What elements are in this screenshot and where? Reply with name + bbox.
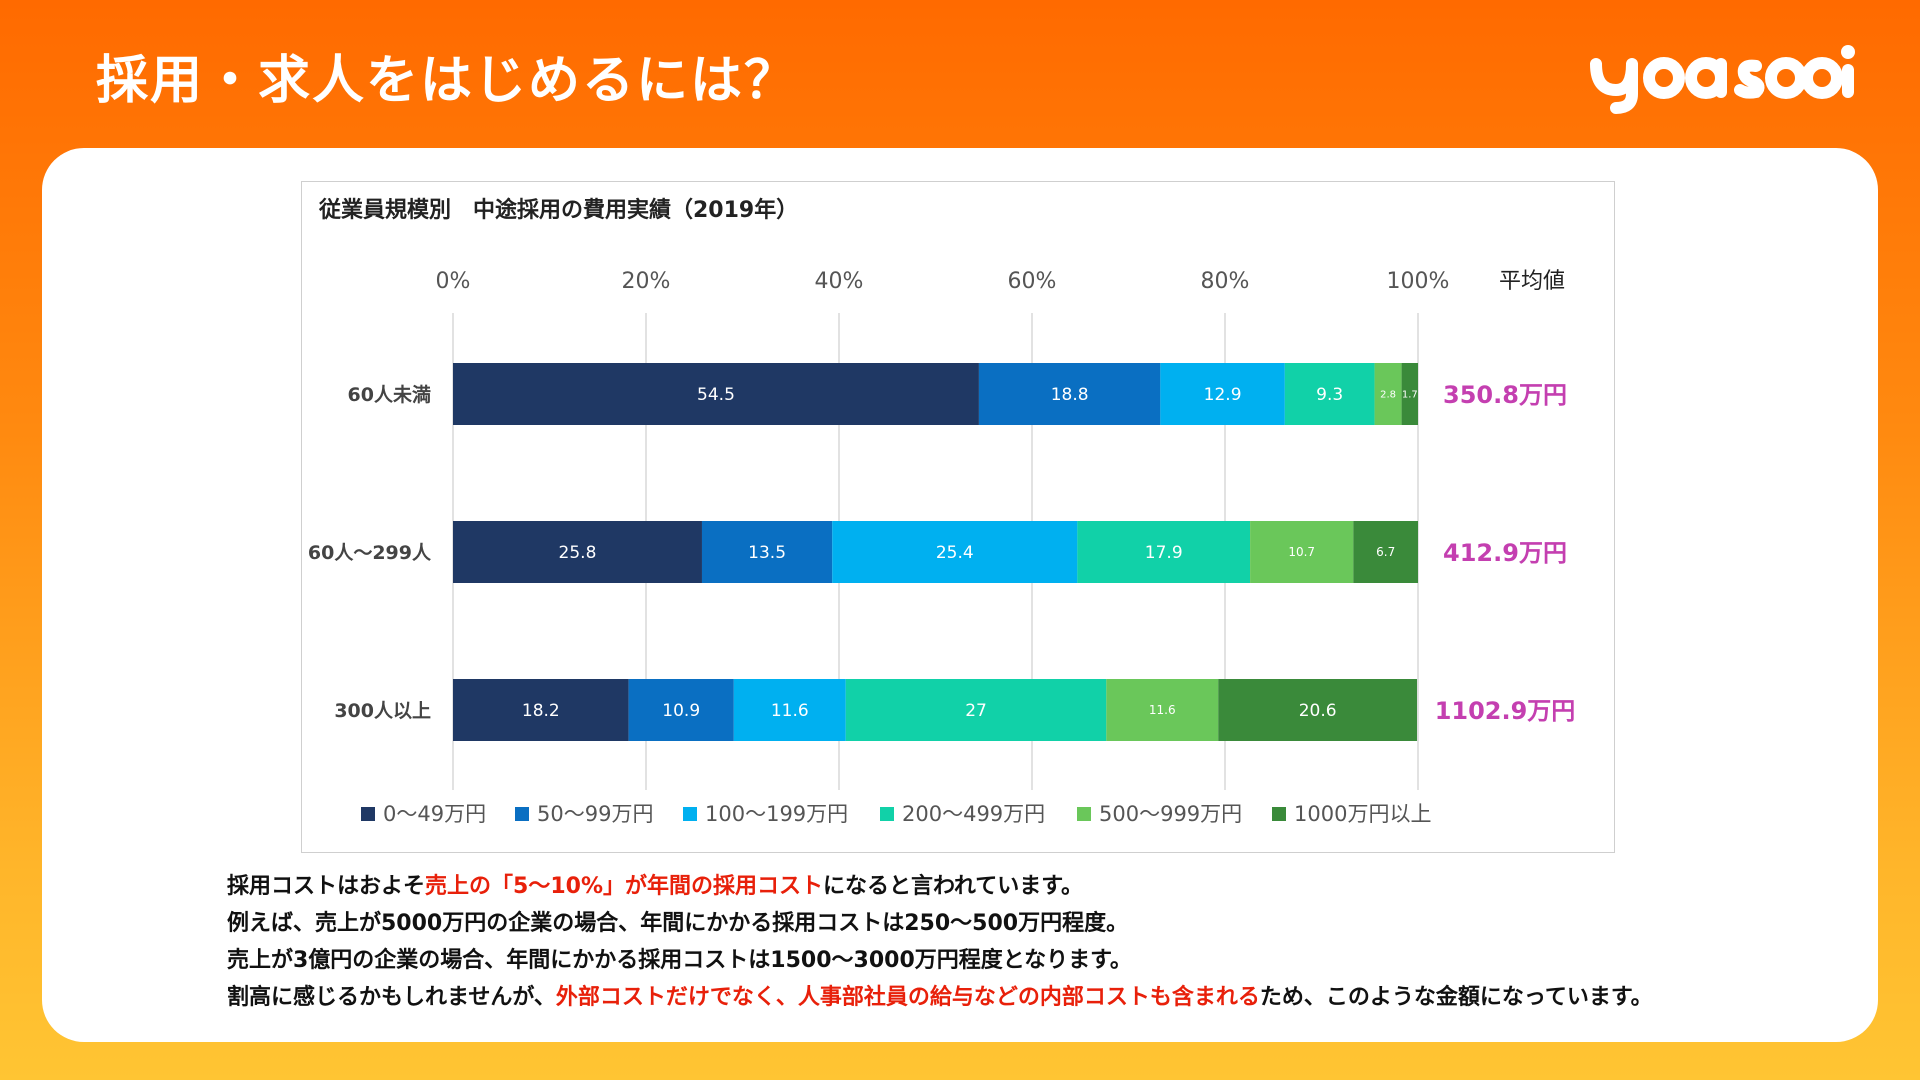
- body-text: になると言われています。: [822, 874, 1084, 899]
- average-value: 350.8万円: [1443, 381, 1567, 409]
- data-label: 17.9: [1145, 543, 1183, 563]
- category-label: 60人未満: [348, 383, 431, 406]
- body-text: 採用コストはおよそ: [227, 874, 426, 899]
- chart-title: 従業員規模別 中途採用の費用実績（2019年）: [319, 198, 799, 223]
- body-text: ため、このような金額になっています。: [1259, 985, 1653, 1010]
- category-label: 300人以上: [334, 700, 431, 722]
- bar-segment: [832, 521, 1078, 583]
- body-text: 割高に感じるかもしれませんが、: [227, 985, 556, 1010]
- bar-segment: [1106, 679, 1219, 741]
- bar-segment: [453, 363, 979, 425]
- data-label: 6.7: [1376, 545, 1395, 559]
- legend-swatch: [515, 807, 529, 821]
- x-tick-label: 60%: [1008, 269, 1057, 294]
- highlight-text: 外部コストだけでなく、人事部社員の給与などの内部コストも含まれる: [555, 985, 1260, 1010]
- legend-swatch: [1272, 807, 1286, 821]
- x-tick-label: 20%: [622, 269, 671, 294]
- bar-segment: [1250, 521, 1354, 583]
- legend-label: 200～499万円: [902, 802, 1045, 826]
- data-label: 18.2: [522, 701, 560, 721]
- legend-label: 50～99万円: [537, 802, 653, 826]
- x-tick-label: 100%: [1387, 269, 1450, 294]
- data-label: 9.3: [1316, 385, 1343, 405]
- bar-segment: [701, 521, 833, 583]
- data-label: 2.8: [1380, 390, 1396, 401]
- highlight-text: 売上の「5～10%」が年間の採用コスト: [425, 874, 823, 899]
- x-tick-label: 40%: [815, 269, 864, 294]
- data-label: 10.7: [1288, 545, 1315, 559]
- x-tick-label: 0%: [436, 269, 471, 294]
- explanation-text: 採用コストはおよそ売上の「5～10%」が年間の採用コストになると言われています。…: [227, 868, 1827, 1016]
- bar-segment: [453, 679, 629, 741]
- text-line: 割高に感じるかもしれませんが、外部コストだけでなく、人事部社員の給与などの内部コ…: [227, 979, 1827, 1016]
- text-line: 採用コストはおよそ売上の「5～10%」が年間の採用コストになると言われています。: [227, 868, 1827, 905]
- average-value: 412.9万円: [1443, 539, 1567, 567]
- bar-segment: [733, 679, 846, 741]
- bar-segment: [1284, 363, 1375, 425]
- bar-segment: [453, 521, 702, 583]
- data-label: 13.5: [748, 543, 786, 563]
- body-text: 例えば、売上が5000万円の企業の場合、年間にかかる採用コストは250～500万…: [227, 911, 1129, 936]
- bar-segment: [1077, 521, 1251, 583]
- legend-swatch: [1077, 807, 1091, 821]
- data-label: 11.6: [1149, 703, 1176, 717]
- bar-segment: [1374, 363, 1402, 425]
- data-label: 54.5: [697, 385, 735, 405]
- yoasobi-logo: [1590, 45, 1855, 114]
- average-value: 1102.9万円: [1435, 697, 1576, 725]
- legend-label: 1000万円以上: [1294, 802, 1431, 826]
- bar-segment: [628, 679, 734, 741]
- average-header: 平均値: [1499, 269, 1565, 294]
- legend-swatch: [361, 807, 375, 821]
- body-text: 売上が3億円の企業の場合、年間にかかる採用コストは1500～3000万円程度とな…: [227, 948, 1132, 973]
- legend-label: 100～199万円: [705, 802, 848, 826]
- data-label: 1.7: [1402, 390, 1418, 401]
- legend-swatch: [683, 807, 697, 821]
- data-label: 25.8: [559, 543, 597, 563]
- data-label: 27: [965, 701, 987, 721]
- category-label: 60人～299人: [308, 542, 432, 564]
- bar-segment: [1218, 679, 1418, 741]
- data-label: 10.9: [662, 701, 700, 721]
- data-label: 11.6: [771, 701, 809, 721]
- legend-label: 500～999万円: [1099, 802, 1242, 826]
- bar-segment: [978, 363, 1161, 425]
- data-label: 12.9: [1204, 385, 1242, 405]
- data-label: 25.4: [936, 543, 974, 563]
- legend-swatch: [880, 807, 894, 821]
- data-label: 18.8: [1051, 385, 1089, 405]
- bar-segment: [1353, 521, 1418, 583]
- text-line: 例えば、売上が5000万円の企業の場合、年間にかかる採用コストは250～500万…: [227, 905, 1827, 942]
- text-line: 売上が3億円の企業の場合、年間にかかる採用コストは1500～3000万円程度とな…: [227, 942, 1827, 979]
- bar-segment: [1160, 363, 1285, 425]
- bar-segment: [1401, 363, 1418, 425]
- page-title: 採用・求人をはじめるには？: [96, 51, 799, 111]
- legend-label: 0～49万円: [383, 802, 486, 826]
- data-label: 20.6: [1299, 701, 1337, 721]
- bar-segment: [845, 679, 1107, 741]
- x-tick-label: 80%: [1201, 269, 1250, 294]
